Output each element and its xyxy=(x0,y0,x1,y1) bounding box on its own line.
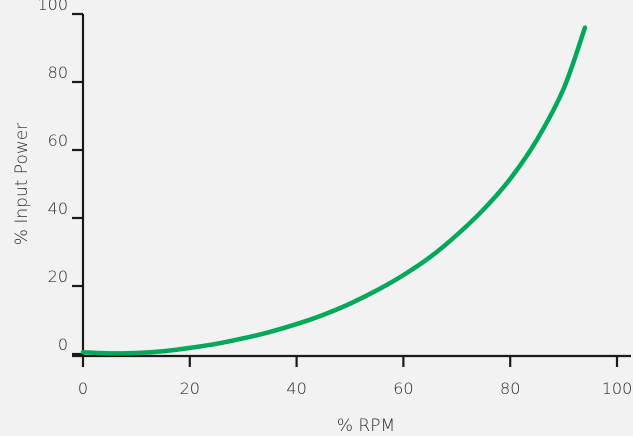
x-ticks: 0 20 40 60 80 100 xyxy=(78,356,632,398)
x-tick-label: 20 xyxy=(180,379,200,398)
y-axis-title: % Input Power xyxy=(12,123,32,245)
x-tick-label: 100 xyxy=(602,379,633,398)
y-tick-label: 0 xyxy=(58,335,68,354)
x-axis-title: % RPM xyxy=(337,416,395,436)
y-tick-label: 20 xyxy=(48,267,68,286)
y-tick-label: 100 xyxy=(37,0,68,14)
y-tick-label: 80 xyxy=(48,63,68,82)
series-layer xyxy=(83,28,585,354)
x-tick-label: 60 xyxy=(393,379,413,398)
y-ticks: 0 20 40 60 80 100 xyxy=(37,0,83,354)
x-tick-label: 0 xyxy=(78,379,88,398)
x-tick-label: 80 xyxy=(500,379,520,398)
x-tick-label: 40 xyxy=(286,379,306,398)
y-tick-label: 60 xyxy=(48,131,68,150)
y-tick-label: 40 xyxy=(48,199,68,218)
series-line xyxy=(83,28,585,354)
